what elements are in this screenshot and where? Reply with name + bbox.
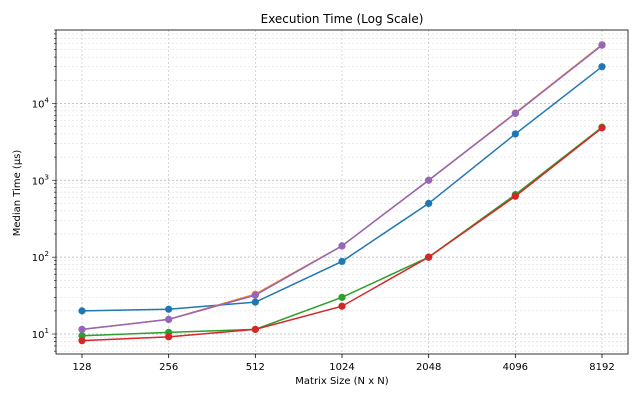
y-axis-label: Median Time (µs) xyxy=(12,150,23,237)
x-tick-label: 8192 xyxy=(589,362,614,373)
data-point xyxy=(425,253,433,261)
data-point xyxy=(78,325,86,333)
data-point xyxy=(511,109,519,118)
x-tick-label: 4096 xyxy=(503,362,528,373)
x-tick-label: 512 xyxy=(246,362,265,373)
x-tick-label: 2048 xyxy=(416,362,441,373)
data-point xyxy=(425,199,433,208)
data-point xyxy=(338,257,346,266)
data-point xyxy=(511,130,519,138)
data-point xyxy=(165,315,173,324)
data-point xyxy=(598,124,606,132)
y-tick-label: 101 xyxy=(32,327,49,341)
data-point xyxy=(165,333,173,341)
data-point xyxy=(165,305,173,313)
y-tick-label: 102 xyxy=(32,250,49,264)
data-point xyxy=(338,302,346,310)
data-point xyxy=(338,293,346,301)
y-tick-label: 103 xyxy=(32,173,49,187)
data-point xyxy=(425,176,433,184)
data-point xyxy=(251,291,259,299)
chart-title: Execution Time (Log Scale) xyxy=(261,12,424,26)
x-tick-label: 1024 xyxy=(329,362,354,373)
data-point xyxy=(78,337,86,345)
data-point xyxy=(251,325,259,333)
x-tick-label: 128 xyxy=(72,362,91,373)
data-point xyxy=(251,298,259,306)
y-tick-label: 104 xyxy=(32,96,50,110)
series-layer xyxy=(78,41,606,345)
data-point xyxy=(338,242,346,250)
data-point xyxy=(598,41,606,49)
data-point xyxy=(598,63,606,71)
data-point xyxy=(78,307,86,315)
data-point xyxy=(511,192,519,200)
x-axis-label: Matrix Size (N x N) xyxy=(295,376,389,387)
axis-layer: 128 256 512 1024 2048 4096 8192 101 102 103 104 xyxy=(32,29,629,373)
x-tick-label: 256 xyxy=(159,362,178,373)
